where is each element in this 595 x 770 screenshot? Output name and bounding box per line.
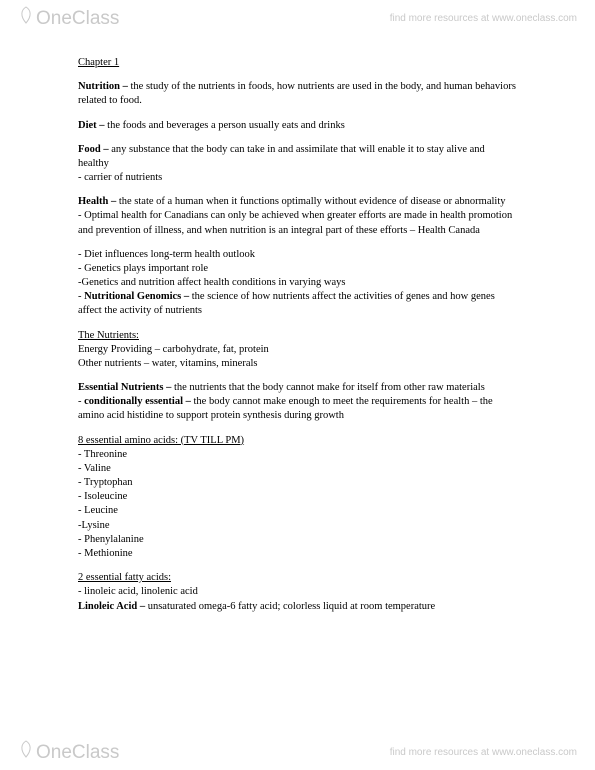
term-linoleic: Linoleic Acid – xyxy=(78,601,145,612)
essential-block: Essential Nutrients – the nutrients that… xyxy=(78,381,517,424)
brand-one-footer: One xyxy=(36,742,72,764)
leaf-icon xyxy=(18,740,34,758)
nutrients-line2: Other nutrients – water, vitamins, miner… xyxy=(78,357,517,371)
text-nutrition: the study of the nutrients in foods, how… xyxy=(78,81,516,106)
amino-a: - Threonine xyxy=(78,448,517,462)
brand-logo: OneClass xyxy=(18,6,119,30)
brand-class: Class xyxy=(72,8,120,30)
document-body: Chapter 1 Nutrition – the study of the n… xyxy=(78,56,517,624)
essential-sub-term: conditionally essential – xyxy=(84,396,191,407)
term-nutrition: Nutrition – xyxy=(78,81,128,92)
page-header: OneClass find more resources at www.onec… xyxy=(0,0,595,36)
page-footer: OneClass find more resources at www.onec… xyxy=(0,734,595,770)
text-health: the state of a human when it functions o… xyxy=(116,196,505,207)
fatty-heading: 2 essential fatty acids: xyxy=(78,571,517,585)
footer-tagline: find more resources at www.oneclass.com xyxy=(390,747,577,758)
def-health: Health – the state of a human when it fu… xyxy=(78,195,517,238)
fatty-line1: - linoleic acid, linolenic acid xyxy=(78,585,517,599)
amino-b: - Valine xyxy=(78,462,517,476)
nutrients-heading: The Nutrients: xyxy=(78,329,517,343)
brand-one: One xyxy=(36,8,72,30)
food-main: Food – any substance that the body can t… xyxy=(78,143,517,171)
term-essential: Essential Nutrients – xyxy=(78,382,171,393)
bullet-b: - Genetics plays important role xyxy=(78,262,517,276)
header-tagline: find more resources at www.oneclass.com xyxy=(390,13,577,24)
food-sub: - carrier of nutrients xyxy=(78,171,517,185)
text-diet: the foods and beverages a person usually… xyxy=(105,120,345,131)
term-food: Food – xyxy=(78,144,109,155)
term-health: Health – xyxy=(78,196,116,207)
essential-sub: - conditionally essential – the body can… xyxy=(78,395,517,423)
essential-main: Essential Nutrients – the nutrients that… xyxy=(78,381,517,395)
health-sub: - Optimal health for Canadians can only … xyxy=(78,209,517,237)
nutrients-block: The Nutrients: Energy Providing – carboh… xyxy=(78,329,517,372)
brand-class-footer: Class xyxy=(72,742,120,764)
nutrients-line1: Energy Providing – carbohydrate, fat, pr… xyxy=(78,343,517,357)
brand-logo-footer: OneClass xyxy=(18,740,119,764)
def-nutrition: Nutrition – the study of the nutrients i… xyxy=(78,80,517,108)
bullet-d-term: Nutritional Genomics – xyxy=(84,291,189,302)
term-diet: Diet – xyxy=(78,120,105,131)
amino-g: - Phenylalanine xyxy=(78,533,517,547)
text-food: any substance that the body can take in … xyxy=(78,144,485,169)
bullet-c: -Genetics and nutrition affect health co… xyxy=(78,276,517,290)
amino-block: 8 essential amino acids: (TV TILL PM) - … xyxy=(78,434,517,562)
bullet-d: - Nutritional Genomics – the science of … xyxy=(78,290,517,318)
amino-d: - Isoleucine xyxy=(78,490,517,504)
health-main: Health – the state of a human when it fu… xyxy=(78,195,517,209)
fatty-linoleic: Linoleic Acid – unsaturated omega-6 fatt… xyxy=(78,600,517,614)
amino-e: - Leucine xyxy=(78,504,517,518)
bullet-a: - Diet influences long-term health outlo… xyxy=(78,248,517,262)
def-diet: Diet – the foods and beverages a person … xyxy=(78,119,517,133)
amino-f: -Lysine xyxy=(78,519,517,533)
chapter-title: Chapter 1 xyxy=(78,56,517,70)
fatty-block: 2 essential fatty acids: - linoleic acid… xyxy=(78,571,517,614)
amino-h: - Methionine xyxy=(78,547,517,561)
amino-c: - Tryptophan xyxy=(78,476,517,490)
bullets-diet-genetics: - Diet influences long-term health outlo… xyxy=(78,248,517,319)
text-essential: the nutrients that the body cannot make … xyxy=(171,382,484,393)
amino-heading: 8 essential amino acids: (TV TILL PM) xyxy=(78,434,517,448)
text-linoleic: unsaturated omega-6 fatty acid; colorles… xyxy=(145,601,435,612)
def-food: Food – any substance that the body can t… xyxy=(78,143,517,186)
leaf-icon xyxy=(18,6,34,24)
